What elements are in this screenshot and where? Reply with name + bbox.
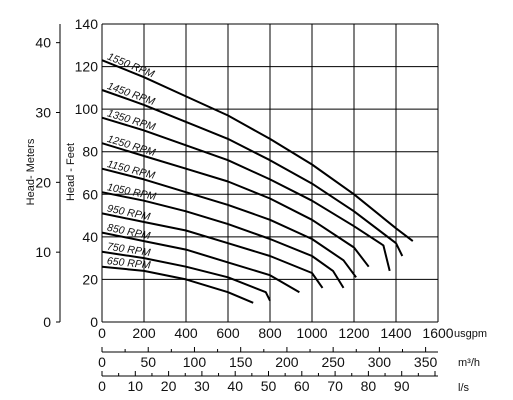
secondary-tick-label-1-10: 10: [128, 378, 144, 394]
y-axis-label-feet: Head - Feet: [65, 143, 77, 201]
secondary-tick-label-0-0: 0: [98, 354, 106, 370]
feet-tick-label-80: 80: [82, 144, 98, 160]
secondary-tick-label-1-90: 90: [394, 378, 410, 394]
x-tick-label-0: 0: [98, 325, 106, 341]
rpm-label-850-rpm: 850 RPM: [106, 222, 152, 243]
axis-labels: Head- Meters Head - Feet usgpm m³/h l/s: [25, 138, 487, 394]
x-unit-label-ls: l/s: [458, 382, 470, 394]
feet-tick-label-20: 20: [82, 271, 98, 287]
secondary-tick-label-0-200: 200: [275, 354, 299, 370]
secondary-tick-label-1-40: 40: [227, 378, 243, 394]
x-unit-label-m3h: m³/h: [458, 357, 480, 369]
curve-1350-rpm: [101, 116, 391, 272]
feet-tick-label-100: 100: [75, 101, 99, 117]
secondary-tick-label-0-250: 250: [321, 354, 345, 370]
curve-1450-rpm: [101, 89, 404, 257]
x-tick-label-1000: 1000: [296, 325, 327, 341]
secondary-tick-label-1-0: 0: [98, 378, 106, 394]
curve-950-rpm: [101, 212, 324, 289]
meters-tick-label-30: 30: [35, 104, 51, 120]
plot-grid: [101, 23, 439, 323]
rpm-label-1050-rpm: 1050 RPM: [106, 181, 157, 203]
feet-tick-label-0: 0: [90, 314, 98, 330]
x-tick-label-800: 800: [258, 325, 282, 341]
rpm-label-1150-rpm: 1150 RPM: [106, 158, 157, 182]
x-tick-label-1600: 1600: [422, 325, 453, 341]
curve-750-rpm: [101, 250, 271, 302]
secondary-tick-label-0-50: 50: [140, 354, 156, 370]
curve-650-rpm: [101, 265, 254, 304]
meters-tick-label-40: 40: [35, 35, 51, 51]
curve-850-rpm: [101, 231, 300, 294]
secondary-tick-label-1-80: 80: [361, 378, 377, 394]
secondary-tick-label-0-100: 100: [183, 354, 207, 370]
secondary-tick-label-1-70: 70: [327, 378, 343, 394]
x-tick-label-600: 600: [216, 325, 240, 341]
rpm-label-1250-rpm: 1250 RPM: [106, 133, 157, 159]
feet-tick-label-120: 120: [75, 59, 99, 75]
y-axis-label-meters: Head- Meters: [25, 138, 37, 205]
secondary-tick-label-1-30: 30: [194, 378, 210, 394]
feet-tick-label-60: 60: [82, 186, 98, 202]
secondary-tick-label-1-20: 20: [161, 378, 177, 394]
secondary-tick-label-0-150: 150: [229, 354, 253, 370]
x-unit-label-usgpm: usgpm: [454, 328, 487, 340]
meters-tick-label-0: 0: [43, 314, 51, 330]
secondary-tick-label-0-300: 300: [368, 354, 392, 370]
feet-tick-label-40: 40: [82, 229, 98, 245]
rpm-label-1350-rpm: 1350 RPM: [106, 107, 157, 133]
secondary-tick-label-1-60: 60: [294, 378, 310, 394]
rpm-label-1450-rpm: 1450 RPM: [106, 80, 157, 108]
x-tick-label-1200: 1200: [338, 325, 369, 341]
secondary-tick-label-1-50: 50: [261, 378, 277, 394]
curve-1150-rpm: [101, 167, 357, 278]
x-tick-label-200: 200: [132, 325, 156, 341]
rpm-label-950-rpm: 950 RPM: [106, 203, 152, 224]
curve-1550-rpm: [101, 59, 414, 242]
rpm-label-650-rpm: 650 RPM: [106, 255, 151, 271]
x-tick-label-1400: 1400: [380, 325, 411, 341]
meters-tick-label-10: 10: [35, 244, 51, 260]
feet-tick-label-140: 140: [75, 16, 99, 32]
curve-1250-rpm: [101, 142, 370, 268]
axis-lines: [56, 24, 438, 377]
curve-1050-rpm: [101, 191, 345, 289]
secondary-tick-label-0-350: 350: [414, 354, 438, 370]
meters-tick-label-20: 20: [35, 174, 51, 190]
x-tick-label-400: 400: [174, 325, 198, 341]
